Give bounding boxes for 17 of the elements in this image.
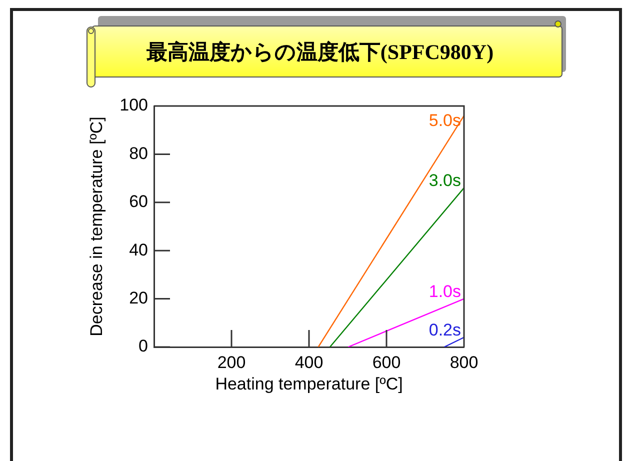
- y-tick-label: 40: [129, 240, 148, 260]
- y-axis-title: Decrease in temperature [ºC]: [86, 116, 106, 336]
- y-tick-label: 20: [129, 288, 148, 308]
- y-tick-label: 0: [138, 336, 148, 356]
- x-tick-label: 400: [294, 352, 324, 372]
- x-tick-label: 600: [372, 352, 401, 372]
- series-label: 0.2s: [428, 320, 461, 340]
- chart-title: 最高温度からの温度低下(SPFC980Y): [146, 38, 494, 66]
- x-axis-title: Heating temperature [ºC]: [215, 374, 403, 394]
- x-tick-label: 200: [217, 352, 246, 372]
- x-tick-label: 800: [450, 352, 478, 372]
- y-tick-label: 80: [129, 144, 148, 163]
- series-label: 5.0s: [428, 111, 461, 130]
- y-tick-label: 100: [120, 96, 148, 115]
- series-label: 1.0s: [428, 282, 461, 301]
- series-label: 3.0s: [428, 171, 461, 190]
- y-tick-label: 60: [129, 192, 148, 212]
